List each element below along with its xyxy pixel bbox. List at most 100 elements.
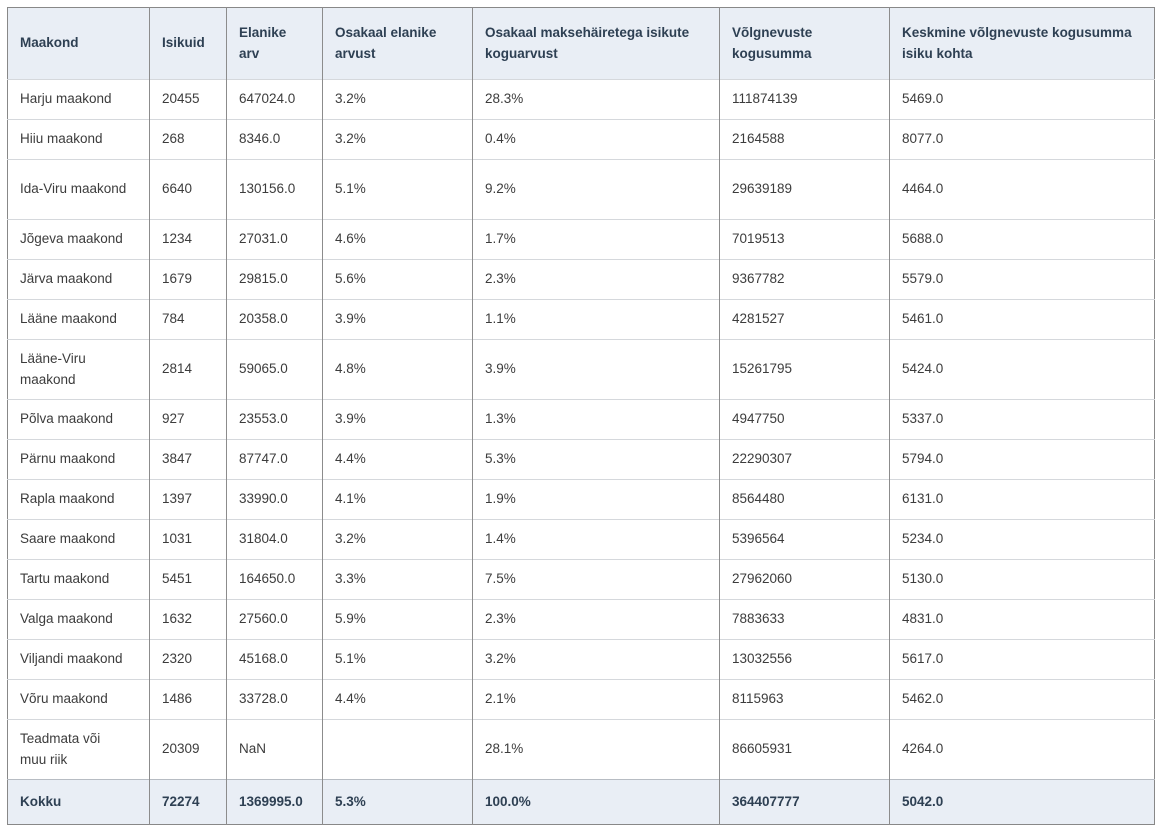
table-row: Tartu maakond 5451 164650.0 3.3% 7.5% 2796206… [7, 559, 1155, 600]
data-cell: 7883633 [719, 599, 890, 640]
row-label-cell: Võru maakond [7, 679, 150, 720]
row-label-cell: Lääne maakond [7, 299, 150, 340]
data-cell: 1679 [149, 259, 227, 300]
data-cell: 111874139 [719, 79, 890, 120]
data-cell: 28.3% [472, 79, 720, 120]
row-label-cell: Hiiu maakond [7, 119, 150, 160]
data-cell: 1.9% [472, 479, 720, 520]
table-row: Põlva maakond 927 23553.0 3.9% 1.3% 4947750 53… [7, 399, 1155, 440]
data-cell: 59065.0 [226, 339, 323, 400]
data-cell: 1.3% [472, 399, 720, 440]
data-cell: 4947750 [719, 399, 890, 440]
data-cell: 7019513 [719, 219, 890, 260]
table-row: Lääne maakond 784 20358.0 3.9% 1.1% 4281527 54… [7, 299, 1155, 340]
data-cell: 0.4% [472, 119, 720, 160]
data-cell: 5.3% [472, 439, 720, 480]
table-row: Pärnu maakond 3847 87747.0 4.4% 5.3% 22290307… [7, 439, 1155, 480]
data-cell: 1397 [149, 479, 227, 520]
header-row: Maakond Isikuid Elanike arv Osakaal elanike… [7, 7, 1155, 80]
data-cell: 13032556 [719, 639, 890, 680]
data-cell: 20455 [149, 79, 227, 120]
data-cell: 2320 [149, 639, 227, 680]
data-cell: 8077.0 [889, 119, 1155, 160]
data-cell: 20309 [149, 719, 227, 780]
footer-data-cell: 5.3% [322, 779, 473, 825]
data-cell: 1031 [149, 519, 227, 560]
footer-label-cell: Kokku [7, 779, 150, 825]
footer-data-cell: 72274 [149, 779, 227, 825]
table-body: Harju maakond 20455 647024.0 3.2% 28.3% 11187… [7, 79, 1155, 780]
data-cell: 9367782 [719, 259, 890, 300]
data-cell: 784 [149, 299, 227, 340]
column-header: Keskmine võlgnevuste kogusumma isiku koh… [889, 7, 1155, 80]
column-header: Elanike arv [226, 7, 323, 80]
maakond-statistics-table: Maakond Isikuid Elanike arv Osakaal elanike… [7, 7, 1155, 825]
data-cell: 3.2% [322, 519, 473, 560]
data-cell: 8564480 [719, 479, 890, 520]
column-header: Isikuid [149, 7, 227, 80]
data-cell: 6640 [149, 159, 227, 220]
table-row: Harju maakond 20455 647024.0 3.2% 28.3% 11187… [7, 79, 1155, 120]
data-cell: 8346.0 [226, 119, 323, 160]
data-cell: 86605931 [719, 719, 890, 780]
data-cell: 3.9% [472, 339, 720, 400]
data-cell: 3.2% [322, 119, 473, 160]
data-cell: 87747.0 [226, 439, 323, 480]
footer-data-cell: 364407777 [719, 779, 890, 825]
table-footer: Kokku 72274 1369995.0 5.3% 100.0% 364407777 50… [7, 779, 1155, 825]
data-cell: 31804.0 [226, 519, 323, 560]
data-cell: 9.2% [472, 159, 720, 220]
row-label-cell: Pärnu maakond [7, 439, 150, 480]
data-cell: 1234 [149, 219, 227, 260]
column-header: Osakaal elanike arvust [322, 7, 473, 80]
data-cell: 2.3% [472, 259, 720, 300]
footer-data-cell: 100.0% [472, 779, 720, 825]
row-label-cell: Valga maakond [7, 599, 150, 640]
table-row: Ida-Viru maakond 6640 130156.0 5.1% 9.2% 2963… [7, 159, 1155, 220]
data-cell: 8115963 [719, 679, 890, 720]
row-label-cell: Viljandi maakond [7, 639, 150, 680]
data-cell: 33990.0 [226, 479, 323, 520]
data-cell: 1486 [149, 679, 227, 720]
footer-data-cell: 1369995.0 [226, 779, 323, 825]
table-row: Saare maakond 1031 31804.0 3.2% 1.4% 5396564 5… [7, 519, 1155, 560]
data-cell: 5579.0 [889, 259, 1155, 300]
data-cell: 4831.0 [889, 599, 1155, 640]
data-cell: 2.3% [472, 599, 720, 640]
row-label-cell: Teadmata või muu riik [7, 719, 150, 780]
data-cell: 15261795 [719, 339, 890, 400]
row-label-cell: Põlva maakond [7, 399, 150, 440]
table-row: Hiiu maakond 268 8346.0 3.2% 0.4% 2164588 8077… [7, 119, 1155, 160]
data-cell: 23553.0 [226, 399, 323, 440]
table-row: Järva maakond 1679 29815.0 5.6% 2.3% 9367782 5… [7, 259, 1155, 300]
column-header: Osakaal maksehäiretega isikute koguarvus… [472, 7, 720, 80]
row-label-cell: Ida-Viru maakond [7, 159, 150, 220]
data-cell: 3.2% [472, 639, 720, 680]
data-cell: 27560.0 [226, 599, 323, 640]
data-cell: 3.9% [322, 399, 473, 440]
data-cell [322, 719, 473, 780]
data-cell: 5469.0 [889, 79, 1155, 120]
data-cell: 5461.0 [889, 299, 1155, 340]
data-cell: 5617.0 [889, 639, 1155, 680]
footer-row-kokku: Kokku 72274 1369995.0 5.3% 100.0% 364407777 50… [7, 779, 1155, 825]
data-cell: 29639189 [719, 159, 890, 220]
data-cell: 4.4% [322, 679, 473, 720]
data-cell: 29815.0 [226, 259, 323, 300]
data-cell: 5451 [149, 559, 227, 600]
data-cell: 28.1% [472, 719, 720, 780]
data-cell: 27962060 [719, 559, 890, 600]
data-cell: 5424.0 [889, 339, 1155, 400]
data-cell: 5.6% [322, 259, 473, 300]
data-cell: 3.9% [322, 299, 473, 340]
data-cell: 4464.0 [889, 159, 1155, 220]
column-header: Maakond [7, 7, 150, 80]
data-cell: 4.4% [322, 439, 473, 480]
data-cell: 22290307 [719, 439, 890, 480]
data-cell: 5130.0 [889, 559, 1155, 600]
data-cell: 5462.0 [889, 679, 1155, 720]
row-label-cell: Lääne-Viru maakond [7, 339, 150, 400]
data-cell: 4.1% [322, 479, 473, 520]
row-label-cell: Järva maakond [7, 259, 150, 300]
data-cell: 5.1% [322, 639, 473, 680]
